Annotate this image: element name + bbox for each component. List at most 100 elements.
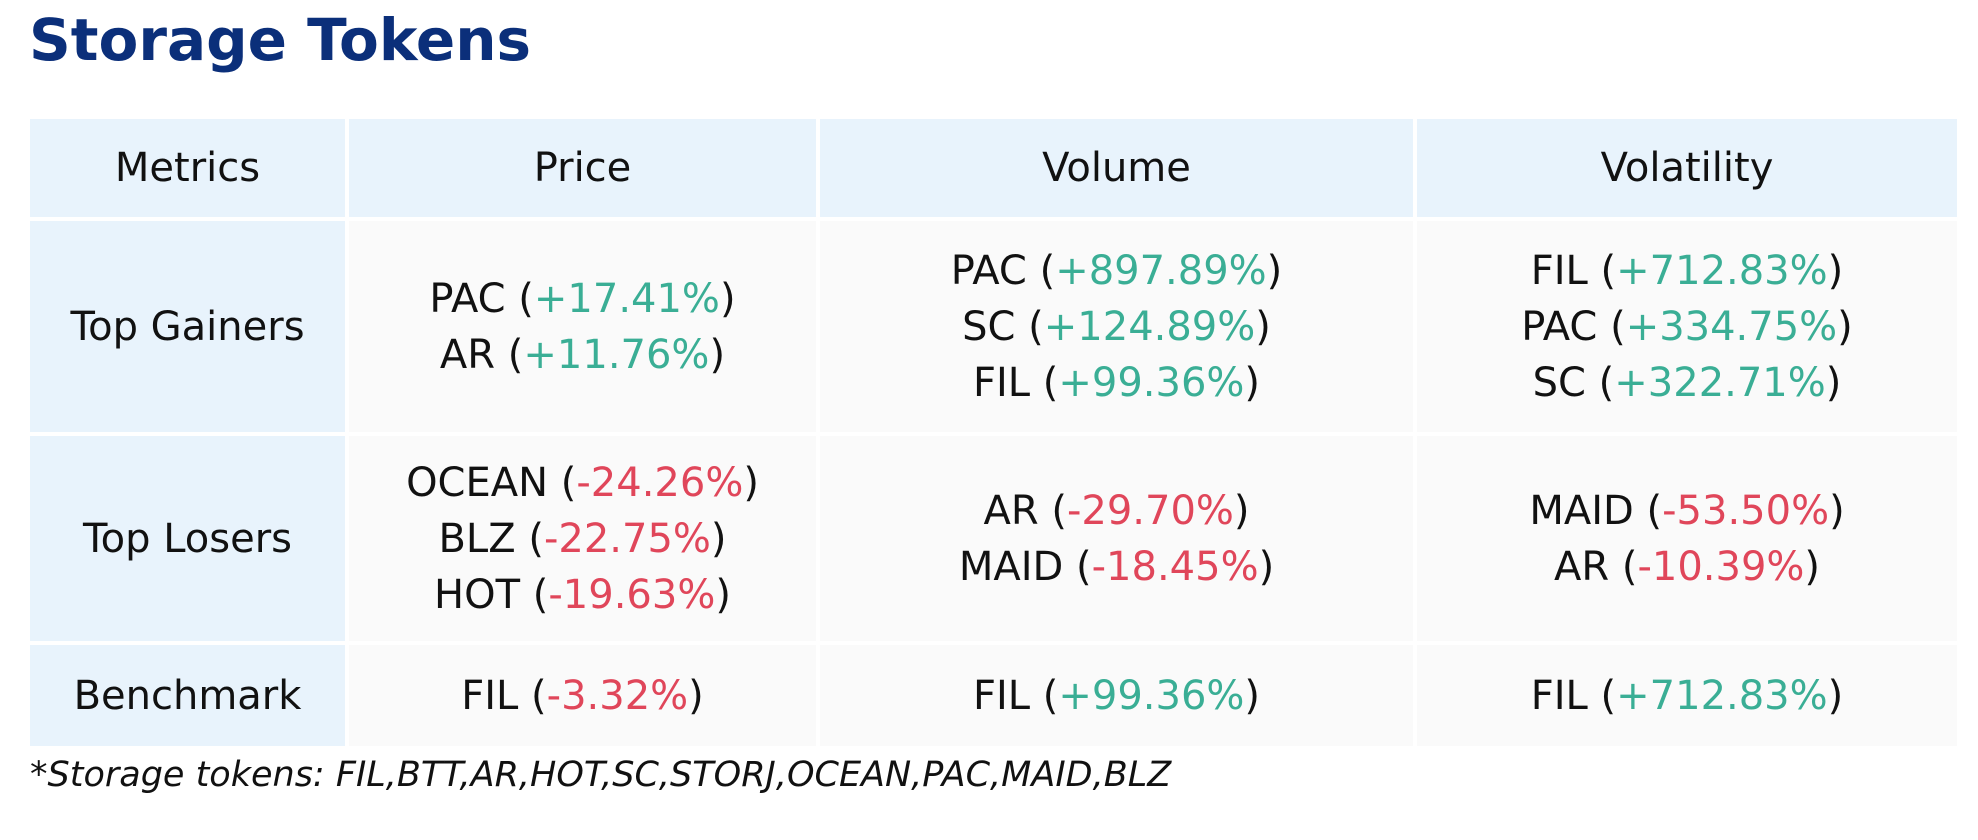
token-entry: AR (-29.70%) bbox=[983, 483, 1249, 539]
token-entry: FIL (+99.36%) bbox=[973, 668, 1260, 724]
paren-close: ) bbox=[1258, 543, 1275, 590]
token-entry: AR (-10.39%) bbox=[1554, 539, 1820, 595]
paren-open: ( bbox=[1585, 359, 1615, 406]
paren-close: ) bbox=[1827, 672, 1844, 719]
token-entry: FIL (+712.83%) bbox=[1531, 243, 1844, 299]
token-symbol: PAC bbox=[429, 275, 506, 322]
paren-open: ( bbox=[1597, 303, 1626, 350]
change-positive: +99.36% bbox=[1058, 359, 1245, 406]
paren-open: ( bbox=[1063, 543, 1092, 590]
paren-open: ( bbox=[1026, 247, 1056, 294]
token-symbol: SC bbox=[1532, 359, 1586, 406]
paren-open: ( bbox=[1587, 247, 1617, 294]
paren-close: ) bbox=[709, 331, 726, 378]
row-label-benchmark: Benchmark bbox=[30, 645, 345, 746]
token-entry: MAID (-18.45%) bbox=[959, 539, 1274, 595]
change-positive: +334.75% bbox=[1625, 303, 1838, 350]
paren-close: ) bbox=[1255, 303, 1271, 350]
token-entry: HOT (-19.63%) bbox=[434, 567, 731, 623]
table-cell: FIL (+712.83%) PAC (+334.75%) SC (+322.71%… bbox=[1417, 221, 1957, 432]
token-entry: AR (+11.76%) bbox=[440, 327, 725, 383]
column-header-price: Price bbox=[349, 119, 816, 217]
table-cell: MAID (-53.50%) AR (-10.39%) bbox=[1417, 436, 1957, 641]
paren-open: ( bbox=[1030, 359, 1059, 406]
table-cell: OCEAN (-24.26%) BLZ (-22.75%) HOT (-19.63%… bbox=[349, 436, 816, 641]
paren-close: ) bbox=[1233, 487, 1250, 534]
token-symbol: MAID bbox=[1529, 487, 1634, 534]
change-negative: -29.70% bbox=[1066, 487, 1234, 534]
table-cell: PAC (+17.41%) AR (+11.76%) bbox=[349, 221, 816, 432]
row-label-top-gainers: Top Gainers bbox=[30, 221, 345, 432]
paren-close: ) bbox=[710, 515, 727, 562]
token-symbol: PAC bbox=[1521, 303, 1598, 350]
paren-open: ( bbox=[505, 275, 534, 322]
paren-close: ) bbox=[688, 672, 704, 719]
column-header-volume: Volume bbox=[820, 119, 1413, 217]
paren-close: ) bbox=[1825, 359, 1842, 406]
token-symbol: PAC bbox=[950, 247, 1027, 294]
paren-open: ( bbox=[520, 571, 549, 618]
token-symbol: AR bbox=[439, 331, 496, 378]
token-entry: BLZ (-22.75%) bbox=[438, 511, 726, 567]
change-positive: +17.41% bbox=[533, 275, 720, 322]
paren-open: ( bbox=[548, 459, 577, 506]
paren-close: ) bbox=[1804, 543, 1821, 590]
paren-open: ( bbox=[1030, 672, 1059, 719]
paren-open: ( bbox=[1587, 672, 1617, 719]
token-symbol: HOT bbox=[434, 571, 521, 618]
table-cell: FIL (-3.32%) bbox=[349, 645, 816, 746]
paren-open: ( bbox=[1015, 303, 1044, 350]
metrics-table: Metrics Price Volume Volatility Top Gainers P… bbox=[30, 119, 1957, 746]
row-label-top-losers: Top Losers bbox=[30, 436, 345, 641]
footnote: *Storage tokens: FIL,BTT,AR,HOT,SC,STORJ… bbox=[30, 755, 1172, 795]
token-symbol: OCEAN bbox=[406, 459, 549, 506]
token-entry: FIL (+712.83%) bbox=[1531, 668, 1844, 724]
change-negative: -24.26% bbox=[576, 459, 744, 506]
paren-close: ) bbox=[1244, 359, 1261, 406]
token-entry: FIL (-3.32%) bbox=[461, 668, 704, 724]
change-positive: +124.89% bbox=[1043, 303, 1256, 350]
change-positive: +322.71% bbox=[1614, 359, 1826, 406]
paren-close: ) bbox=[715, 571, 731, 618]
token-symbol: BLZ bbox=[438, 515, 516, 562]
paren-close: ) bbox=[1266, 247, 1283, 294]
column-header-metrics: Metrics bbox=[30, 119, 345, 217]
table-cell: FIL (+99.36%) bbox=[820, 645, 1413, 746]
table-cell: PAC (+897.89%) SC (+124.89%) FIL (+99.36%) bbox=[820, 221, 1413, 432]
token-entry: FIL (+99.36%) bbox=[973, 355, 1260, 411]
paren-open: ( bbox=[1609, 543, 1638, 590]
change-positive: +99.36% bbox=[1058, 672, 1245, 719]
token-entry: SC (+322.71%) bbox=[1533, 355, 1842, 411]
change-positive: +11.76% bbox=[523, 331, 710, 378]
token-symbol: MAID bbox=[958, 543, 1064, 590]
change-negative: -18.45% bbox=[1091, 543, 1259, 590]
paren-close: ) bbox=[719, 275, 736, 322]
page-title: Storage Tokens bbox=[29, 6, 532, 74]
token-entry: OCEAN (-24.26%) bbox=[406, 455, 759, 511]
paren-close: ) bbox=[743, 459, 759, 506]
paren-close: ) bbox=[1244, 672, 1261, 719]
change-negative: -3.32% bbox=[546, 672, 689, 719]
token-symbol: SC bbox=[962, 303, 1016, 350]
paren-open: ( bbox=[1038, 487, 1067, 534]
token-symbol: FIL bbox=[1530, 672, 1588, 719]
paren-open: ( bbox=[1633, 487, 1663, 534]
paren-close: ) bbox=[1827, 247, 1844, 294]
token-entry: MAID (-53.50%) bbox=[1529, 483, 1844, 539]
change-positive: +897.89% bbox=[1055, 247, 1267, 294]
change-negative: -19.63% bbox=[548, 571, 716, 618]
paren-open: ( bbox=[495, 331, 524, 378]
token-symbol: FIL bbox=[972, 672, 1031, 719]
change-negative: -53.50% bbox=[1662, 487, 1830, 534]
change-negative: -22.75% bbox=[543, 515, 711, 562]
change-positive: +712.83% bbox=[1616, 672, 1828, 719]
token-symbol: AR bbox=[983, 487, 1039, 534]
token-symbol: AR bbox=[1553, 543, 1610, 590]
column-header-volatility: Volatility bbox=[1417, 119, 1957, 217]
table-cell: FIL (+712.83%) bbox=[1417, 645, 1957, 746]
table-cell: AR (-29.70%) MAID (-18.45%) bbox=[820, 436, 1413, 641]
change-negative: -10.39% bbox=[1637, 543, 1805, 590]
token-entry: PAC (+897.89%) bbox=[951, 243, 1283, 299]
token-entry: SC (+124.89%) bbox=[962, 299, 1271, 355]
token-symbol: FIL bbox=[1530, 247, 1588, 294]
